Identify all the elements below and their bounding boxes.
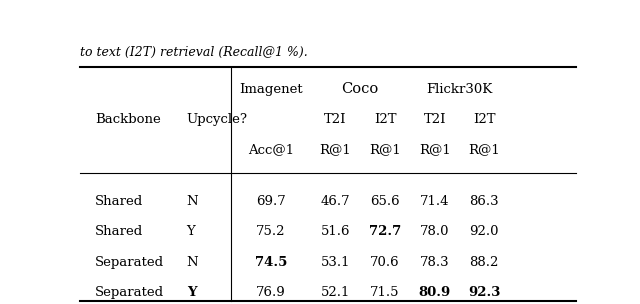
- Text: R@1: R@1: [369, 143, 401, 157]
- Text: Shared: Shared: [95, 195, 143, 208]
- Text: T2I: T2I: [324, 113, 347, 126]
- Text: 72.7: 72.7: [369, 226, 401, 238]
- Text: Separated: Separated: [95, 286, 164, 299]
- Text: Coco: Coco: [342, 82, 379, 96]
- Text: 74.5: 74.5: [255, 256, 287, 269]
- Text: 76.9: 76.9: [256, 286, 286, 299]
- Text: Imagenet: Imagenet: [239, 83, 303, 96]
- Text: Acc@1: Acc@1: [248, 143, 294, 157]
- Text: 80.9: 80.9: [419, 286, 451, 299]
- Text: N: N: [187, 256, 198, 269]
- Text: Shared: Shared: [95, 226, 143, 238]
- Text: 52.1: 52.1: [321, 286, 350, 299]
- Text: 92.3: 92.3: [468, 286, 500, 299]
- Text: 65.6: 65.6: [370, 195, 400, 208]
- Text: Y: Y: [187, 286, 196, 299]
- Text: 46.7: 46.7: [321, 195, 350, 208]
- Text: 53.1: 53.1: [321, 256, 350, 269]
- Text: 78.3: 78.3: [420, 256, 449, 269]
- Text: 71.5: 71.5: [371, 286, 400, 299]
- Text: Flickr30K: Flickr30K: [426, 83, 493, 96]
- Text: R@1: R@1: [468, 143, 500, 157]
- Text: 70.6: 70.6: [370, 256, 400, 269]
- Text: Y: Y: [187, 226, 195, 238]
- Text: Upcycle?: Upcycle?: [187, 113, 248, 126]
- Text: to text (I2T) retrieval (Recall@1 %).: to text (I2T) retrieval (Recall@1 %).: [80, 46, 308, 59]
- Text: 92.0: 92.0: [470, 226, 499, 238]
- Text: I2T: I2T: [473, 113, 495, 126]
- Text: N: N: [187, 195, 198, 208]
- Text: R@1: R@1: [319, 143, 351, 157]
- Text: 75.2: 75.2: [256, 226, 285, 238]
- Text: 86.3: 86.3: [469, 195, 499, 208]
- Text: Separated: Separated: [95, 256, 164, 269]
- Text: 88.2: 88.2: [470, 256, 499, 269]
- Text: 69.7: 69.7: [256, 195, 286, 208]
- Text: R@1: R@1: [419, 143, 451, 157]
- Text: 71.4: 71.4: [420, 195, 449, 208]
- Text: I2T: I2T: [374, 113, 396, 126]
- Text: Backbone: Backbone: [95, 113, 161, 126]
- Text: T2I: T2I: [424, 113, 446, 126]
- Text: 51.6: 51.6: [321, 226, 350, 238]
- Text: 78.0: 78.0: [420, 226, 449, 238]
